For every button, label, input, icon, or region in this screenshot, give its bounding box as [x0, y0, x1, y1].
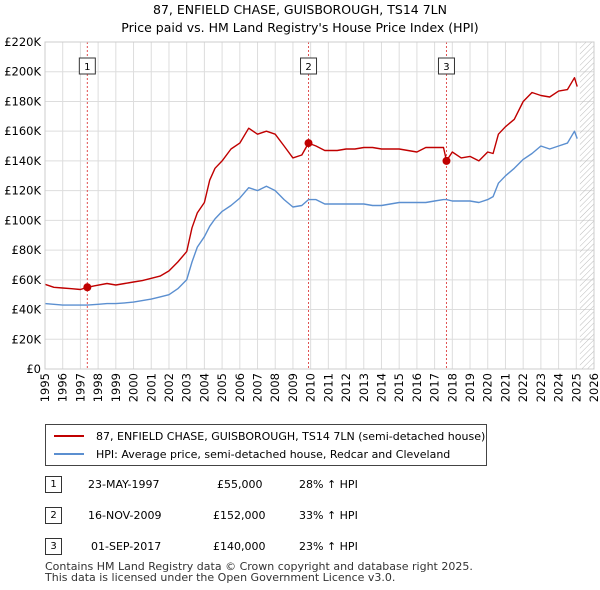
series-line-hpi: [44, 130, 578, 306]
price-chart: £0 £20K £40K £60K £80K £100K £120K £140K £160K £1…: [4, 35, 600, 402]
y-tick-label: £60K: [12, 273, 42, 287]
x-tick-label: 2025: [569, 373, 583, 402]
sale-marker-label: 2: [305, 62, 311, 73]
x-tick-label: 1995: [38, 373, 52, 402]
y-tick-label: £40K: [12, 303, 42, 317]
y-tick-label: £160K: [4, 124, 41, 138]
x-tick-label: 2005: [215, 373, 229, 402]
sale-point: [304, 139, 313, 148]
x-tick-label: 2018: [445, 373, 459, 402]
sale-hpi-change: 33% ↑ HPI: [299, 509, 358, 522]
sale-price: £140,000: [213, 540, 266, 553]
x-tick-label: 2024: [552, 373, 566, 402]
sale-point: [442, 156, 451, 165]
y-tick-label: £200K: [4, 65, 41, 79]
x-tick-label: 2011: [321, 373, 335, 402]
sale-date: 23-MAY-1997: [88, 478, 160, 491]
x-tick-label: 2007: [251, 373, 265, 402]
y-tick-label: £20K: [12, 332, 42, 346]
x-tick-label: 1996: [56, 373, 70, 402]
sale-marker-label: 1: [84, 62, 90, 73]
plot-border: [44, 41, 595, 370]
x-tick-label: 2001: [144, 373, 158, 402]
sale-number: 1: [45, 476, 62, 493]
y-tick-label: £180K: [4, 94, 41, 108]
sale-price: £55,000: [217, 478, 263, 491]
sale-date: 01-SEP-2017: [91, 540, 162, 553]
x-tick-label: 2022: [516, 373, 530, 402]
x-tick-label: 2020: [481, 373, 495, 402]
sale-number: 2: [45, 507, 62, 524]
series-line-property: [44, 77, 578, 291]
y-tick-label: £0: [26, 362, 41, 376]
future-region: [579, 42, 594, 369]
x-tick-label: 2013: [357, 373, 371, 402]
x-tick-label: 2015: [392, 373, 406, 402]
legend-swatch-hpi: [54, 453, 84, 455]
footer-licence: This data is licensed under the Open Gov…: [45, 571, 396, 584]
x-tick-label: 2003: [180, 373, 194, 402]
sale-marker-box: [437, 57, 455, 75]
sale-hpi-change: 28% ↑ HPI: [299, 478, 358, 491]
sale-date: 16-NOV-2009: [88, 509, 162, 522]
x-tick-label: 2023: [534, 373, 548, 402]
x-tick-label: 2002: [162, 373, 176, 402]
legend-label-property: 87, ENFIELD CHASE, GUISBOROUGH, TS14 7LN…: [96, 429, 486, 443]
x-tick-label: 2008: [268, 373, 282, 402]
y-tick-label: £120K: [4, 184, 41, 198]
footer-copyright: Contains HM Land Registry data © Crown c…: [45, 560, 473, 573]
x-tick-label: 2009: [286, 373, 300, 402]
legend-label-hpi: HPI: Average price, semi-detached house,…: [96, 447, 451, 461]
chart-title: 87, ENFIELD CHASE, GUISBOROUGH, TS14 7LN: [153, 2, 447, 17]
sale-hpi-change: 23% ↑ HPI: [299, 540, 358, 553]
x-tick-label: 1997: [73, 373, 87, 402]
y-tick-label: £80K: [12, 243, 42, 257]
x-tick-label: 2016: [410, 373, 424, 402]
x-tick-label: 2021: [498, 373, 512, 402]
legend-swatch-property: [54, 435, 84, 437]
chart-subtitle: Price paid vs. HM Land Registry's House …: [121, 20, 479, 35]
sale-price: £152,000: [213, 509, 266, 522]
plot-area: [45, 42, 594, 369]
x-tick-label: 2004: [197, 373, 211, 402]
sale-marker-box: [300, 57, 318, 75]
sale-marker-label: 3: [443, 62, 449, 73]
x-tick-label: 2000: [127, 373, 141, 402]
x-tick-label: 1998: [91, 373, 105, 402]
x-tick-label: 2019: [463, 373, 477, 402]
sale-number: 3: [45, 538, 62, 555]
x-tick-label: 2026: [587, 373, 600, 402]
x-tick-label: 2010: [304, 373, 318, 402]
x-tick-label: 2012: [339, 373, 353, 402]
legend-item-property: 87, ENFIELD CHASE, GUISBOROUGH, TS14 7LN…: [54, 428, 485, 444]
y-tick-label: £100K: [4, 213, 41, 227]
x-tick-label: 2017: [428, 373, 442, 402]
x-tick-label: 2006: [233, 373, 247, 402]
sale-point: [83, 283, 92, 292]
sale-marker-box: [78, 57, 96, 75]
y-tick-label: £140K: [4, 154, 41, 168]
legend-item-hpi: HPI: Average price, semi-detached house,…: [54, 446, 450, 462]
x-tick-label: 2014: [374, 373, 388, 402]
y-tick-label: £220K: [4, 35, 41, 49]
x-tick-label: 1999: [109, 373, 123, 402]
legend: 87, ENFIELD CHASE, GUISBOROUGH, TS14 7LN…: [45, 424, 487, 466]
